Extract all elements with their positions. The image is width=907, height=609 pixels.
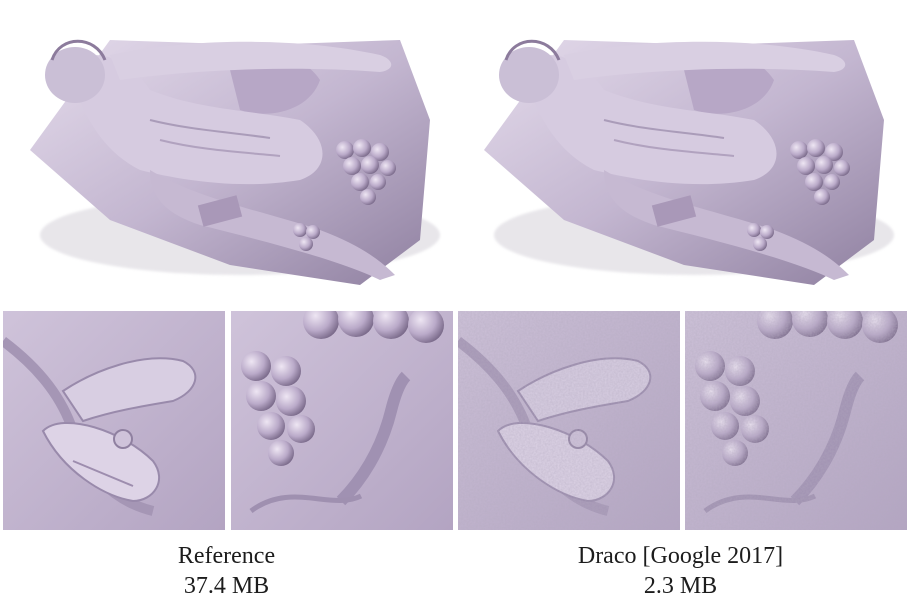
leaf-detail-noisy-image — [458, 311, 680, 530]
closeup-leaf-reference — [3, 311, 225, 530]
method-label-draco: Draco [Google 2017] — [577, 543, 784, 569]
method-label-reference: Reference — [177, 543, 276, 569]
caption-draco: Draco [Google 2017] 2.3 MB — [454, 541, 907, 601]
closeup-grapes-draco — [685, 311, 907, 530]
sculpture-figure-reference — [30, 39, 440, 285]
sculpture-figure-draco — [484, 39, 894, 285]
closeup-grapes-reference — [231, 311, 453, 530]
closeup-leaf-draco — [458, 311, 680, 530]
grapes-detail-noisy-image — [685, 311, 907, 530]
full-render-reference — [0, 0, 453, 300]
full-render-draco — [454, 0, 907, 300]
file-size-draco: 2.3 MB — [643, 573, 718, 599]
file-size-reference: 37.4 MB — [183, 573, 270, 599]
leaf-detail-image — [3, 311, 225, 530]
caption-reference: Reference 37.4 MB — [0, 541, 453, 601]
grapes-detail-image — [231, 311, 453, 530]
